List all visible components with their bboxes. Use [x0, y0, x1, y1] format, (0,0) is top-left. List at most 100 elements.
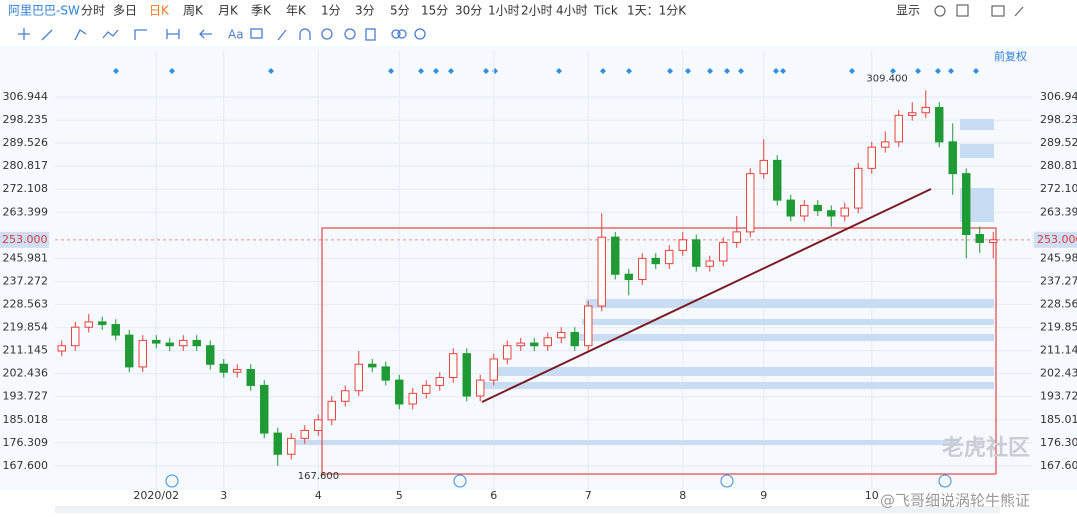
candle-body	[827, 210, 836, 217]
candle-body	[300, 429, 309, 439]
y-tick-label: 211.145	[3, 344, 49, 357]
price-level-bands	[295, 119, 994, 445]
candle-body	[381, 366, 390, 381]
y-tick-label-right: 289.526	[1040, 136, 1077, 149]
drawing-toolbar	[0, 22, 1077, 46]
candle-body	[435, 376, 444, 386]
period-tab[interactable]: 5分	[390, 4, 410, 18]
period-tab[interactable]: 日K	[149, 4, 170, 18]
candle-body	[570, 331, 579, 347]
candle-body	[260, 384, 269, 434]
candle-body	[327, 400, 336, 421]
display-menu[interactable]: 显示	[896, 4, 920, 18]
y-tick-label-right: 167.600	[1040, 459, 1077, 472]
candle-body	[111, 324, 120, 336]
adjust-mode[interactable]: 前复权	[994, 49, 1027, 63]
y-tick-label: 280.817	[3, 159, 49, 172]
candle-body	[786, 199, 795, 217]
candle-body	[719, 241, 728, 262]
y-tick-label: 237.272	[3, 274, 49, 287]
y-tick-label: 263.399	[3, 205, 49, 218]
y-tick-label: 193.727	[3, 390, 49, 403]
period-tab[interactable]: 多日	[113, 4, 137, 18]
candle-body	[867, 146, 876, 169]
period-tab[interactable]: 月K	[218, 4, 239, 18]
period-tab[interactable]: 2小时	[521, 4, 553, 18]
y-tick-label-right: 211.145	[1040, 344, 1077, 357]
candle-body	[854, 167, 863, 209]
top-right-icons[interactable]	[934, 4, 1024, 17]
candle-body	[894, 114, 903, 143]
y-tick-label: 202.436	[3, 367, 49, 380]
candle-body	[219, 363, 228, 373]
y-tick-label-right: 193.727	[1040, 390, 1077, 403]
y-tick-label: 219.854	[3, 321, 49, 334]
candle-body	[206, 345, 215, 365]
x-tick-label: 10	[865, 489, 879, 502]
period-tab[interactable]: 3分	[355, 4, 375, 18]
y-tick-label: 245.981	[3, 251, 49, 264]
period-tab[interactable]: 季K	[251, 4, 272, 18]
period-tab[interactable]: 年K	[286, 4, 307, 18]
y-tick-label: 306.944	[3, 90, 49, 103]
y-tick-label: 289.526	[3, 136, 49, 149]
period-tab[interactable]: 4小时	[556, 4, 588, 18]
y-tick-label-right: 185.018	[1040, 413, 1077, 426]
y-tick-label: 272.108	[3, 182, 49, 195]
y-tick-label-right: 228.563	[1040, 298, 1077, 311]
candle-body	[557, 331, 566, 339]
candle-body	[179, 339, 188, 347]
candle-body	[287, 437, 296, 455]
candle-body	[813, 204, 822, 212]
period-tab[interactable]: 分时	[81, 4, 105, 18]
candle-body	[516, 342, 525, 347]
candle-body	[705, 260, 714, 267]
candle-body	[273, 432, 282, 455]
x-tick-label: 6	[490, 489, 497, 502]
candle-body	[138, 339, 147, 368]
period-tab[interactable]: 周K	[183, 4, 204, 18]
period-tab[interactable]: 1分	[321, 4, 341, 18]
symbol[interactable]: 阿里巴巴-SW	[8, 4, 80, 18]
candle-body	[611, 236, 620, 275]
credit: @飞哥细说涡轮牛熊证	[880, 492, 1030, 510]
candle-body	[840, 207, 849, 217]
candle-body	[921, 106, 930, 114]
scroll-bar[interactable]	[55, 506, 1000, 513]
drawing-tools[interactable]	[18, 28, 426, 41]
event-markers	[113, 68, 979, 74]
candle-body	[233, 369, 242, 373]
y-tick-label-right: 219.854	[1040, 321, 1077, 334]
candle-body	[800, 204, 809, 217]
period-tab[interactable]: 15分	[421, 4, 448, 18]
candle-body	[975, 234, 984, 243]
candle-body	[165, 342, 174, 347]
last-price-box	[0, 231, 49, 248]
period-tab[interactable]: 1小时	[488, 4, 520, 18]
candle-body	[152, 339, 161, 344]
candle-body	[408, 392, 417, 405]
candle-body	[354, 363, 363, 392]
x-tick-label: 5	[396, 489, 403, 502]
candle-body	[449, 353, 458, 378]
text-tool[interactable]: Aa	[228, 28, 244, 42]
candle-body	[503, 345, 512, 360]
candle-body	[935, 106, 944, 143]
y-tick-label-right: 306.944	[1040, 90, 1077, 103]
candle-body	[638, 257, 647, 281]
period-tab[interactable]: 30分	[455, 4, 482, 18]
y-tick-label-right: 272.108	[1040, 182, 1077, 195]
y-tick-label-right: 280.817	[1040, 159, 1077, 172]
x-tick-label: 2020/02	[133, 489, 179, 502]
y-tick-label-right: 263.399	[1040, 205, 1077, 218]
candle-body	[543, 337, 552, 347]
period-tab[interactable]: Tick	[593, 4, 618, 18]
y-tick-label-right: 298.235	[1040, 113, 1077, 126]
candle-body	[125, 334, 134, 368]
candle-body	[57, 345, 66, 352]
candle-body	[246, 369, 255, 386]
candle-body	[98, 321, 107, 326]
range-select[interactable]: 1天：1分K	[627, 4, 687, 18]
